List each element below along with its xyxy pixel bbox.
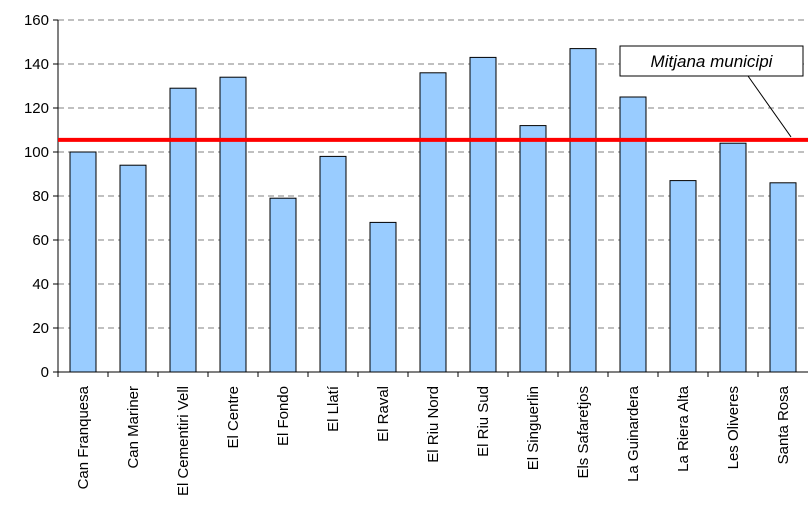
x-tick-label: Les Oliveres <box>725 386 742 469</box>
bar-3 <box>169 87 197 373</box>
callout-leader <box>747 75 792 138</box>
y-tick-label: 80 <box>32 188 49 205</box>
y-tick-label: 0 <box>41 364 49 381</box>
y-tick-label: 20 <box>32 320 49 337</box>
y-tick-label: 60 <box>32 232 49 249</box>
y-axis: 0 20 40 60 80 100 120 140 160 <box>24 12 59 381</box>
x-tick-label: Can Franquesa <box>75 385 92 489</box>
annotation-box <box>619 45 804 77</box>
bar-13 <box>669 180 697 373</box>
y-tick-label: 120 <box>24 100 49 117</box>
x-tick-label: El Riu Sud <box>475 386 492 457</box>
x-tick-label: El Centre <box>225 386 242 449</box>
annotation-label: Mitjana municipi <box>651 52 774 71</box>
bar-15 <box>769 182 797 373</box>
bar-6 <box>319 155 347 373</box>
reference-line-group: Mitjana municipi <box>58 45 808 142</box>
x-axis: Can Franquesa Can Mariner El Cementiri Vel… <box>57 371 808 496</box>
x-tick-label: El Singuerlin <box>525 386 542 470</box>
x-tick-label: La Riera Alta <box>675 385 692 472</box>
x-tick-label: El Cementiri Vell <box>175 386 192 496</box>
x-tick-label: Can Mariner <box>125 386 142 469</box>
bar-1 <box>69 151 97 373</box>
y-tick-label: 100 <box>24 144 49 161</box>
bar-9 <box>469 56 497 373</box>
x-tick-label: La Guinardera <box>625 385 642 482</box>
bar-10 <box>519 125 547 373</box>
bars <box>69 48 797 373</box>
x-tick-label: El Riu Nord <box>425 386 442 463</box>
y-tick-label: 160 <box>24 12 49 29</box>
y-tick-label: 40 <box>32 276 49 293</box>
bar-11 <box>569 48 597 373</box>
x-tick-label: Els Safaretjos <box>575 386 592 479</box>
bar-8 <box>419 72 447 373</box>
bar-7 <box>369 221 397 373</box>
y-tick-label: 140 <box>24 56 49 73</box>
bar-12 <box>619 96 647 373</box>
bar-2 <box>119 164 147 373</box>
bar-5 <box>269 197 297 373</box>
bar-4 <box>219 76 247 373</box>
x-tick-label: El Raval <box>375 386 392 442</box>
bar-14 <box>719 142 747 373</box>
x-tick-label: El Fondo <box>275 386 292 446</box>
x-tick-label: El Llatí <box>325 385 342 432</box>
x-tick-label: Santa Rosa <box>775 385 792 464</box>
